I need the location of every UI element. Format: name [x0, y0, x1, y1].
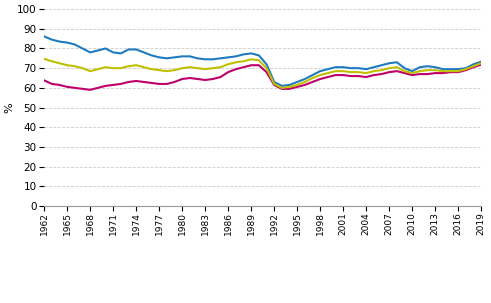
Miehet: [149, 54, 155, 57]
Y-axis label: %: %: [4, 102, 14, 113]
Miehet: [478, 60, 484, 64]
Yhteensä: [463, 67, 469, 71]
Miehet: [41, 35, 47, 38]
Line: Yhteensä: Yhteensä: [44, 59, 481, 88]
Naiset: [87, 88, 93, 92]
Miehet: [340, 65, 346, 69]
Naiset: [149, 81, 155, 85]
Naiset: [41, 78, 47, 82]
Naiset: [340, 73, 346, 77]
Yhteensä: [41, 57, 47, 61]
Miehet: [463, 66, 469, 70]
Yhteensä: [417, 69, 423, 73]
Naiset: [478, 63, 484, 66]
Miehet: [417, 65, 423, 69]
Yhteensä: [340, 69, 346, 73]
Naiset: [463, 68, 469, 72]
Naiset: [417, 72, 423, 76]
Naiset: [371, 73, 377, 77]
Yhteensä: [279, 86, 285, 90]
Line: Miehet: Miehet: [44, 36, 481, 86]
Yhteensä: [371, 69, 377, 73]
Yhteensä: [149, 67, 155, 71]
Line: Naiset: Naiset: [44, 65, 481, 90]
Miehet: [141, 51, 147, 54]
Miehet: [279, 84, 285, 88]
Yhteensä: [141, 65, 147, 69]
Miehet: [371, 65, 377, 69]
Naiset: [156, 82, 162, 86]
Yhteensä: [478, 62, 484, 65]
